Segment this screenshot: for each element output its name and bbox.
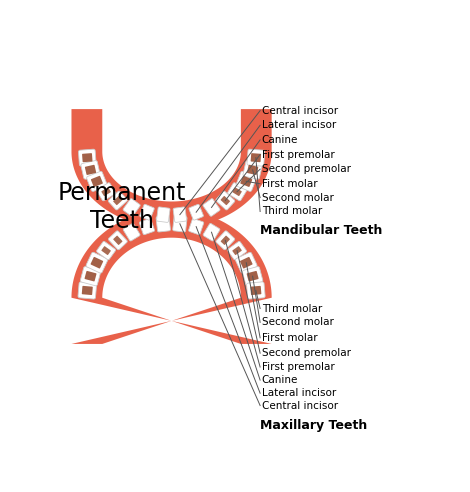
FancyBboxPatch shape	[240, 257, 252, 269]
FancyBboxPatch shape	[173, 207, 187, 222]
Text: First premolar: First premolar	[262, 362, 335, 372]
Text: Second molar: Second molar	[262, 193, 334, 203]
FancyBboxPatch shape	[232, 246, 242, 255]
FancyBboxPatch shape	[81, 160, 100, 179]
Text: First molar: First molar	[262, 333, 317, 343]
Text: Second premolar: Second premolar	[262, 348, 351, 358]
FancyBboxPatch shape	[102, 246, 111, 255]
FancyBboxPatch shape	[123, 223, 140, 241]
FancyBboxPatch shape	[227, 183, 246, 201]
FancyBboxPatch shape	[251, 286, 261, 295]
FancyBboxPatch shape	[108, 191, 127, 210]
FancyBboxPatch shape	[109, 231, 127, 250]
FancyBboxPatch shape	[203, 223, 220, 241]
Text: Maxillary Teeth: Maxillary Teeth	[260, 419, 368, 431]
FancyBboxPatch shape	[91, 257, 103, 269]
FancyBboxPatch shape	[220, 196, 230, 205]
FancyBboxPatch shape	[97, 183, 116, 201]
FancyBboxPatch shape	[243, 267, 263, 286]
FancyBboxPatch shape	[102, 187, 111, 196]
FancyBboxPatch shape	[247, 149, 265, 166]
FancyBboxPatch shape	[189, 204, 204, 220]
FancyBboxPatch shape	[240, 176, 252, 187]
Text: Second premolar: Second premolar	[262, 164, 351, 174]
Text: First premolar: First premolar	[262, 150, 335, 159]
FancyBboxPatch shape	[236, 171, 257, 191]
Text: Second molar: Second molar	[262, 317, 334, 327]
FancyBboxPatch shape	[156, 215, 171, 232]
FancyBboxPatch shape	[78, 282, 96, 299]
FancyBboxPatch shape	[247, 282, 265, 299]
FancyBboxPatch shape	[85, 271, 96, 281]
FancyBboxPatch shape	[251, 153, 261, 162]
Text: Central incisor: Central incisor	[262, 106, 338, 116]
FancyBboxPatch shape	[232, 187, 242, 196]
Text: Lateral incisor: Lateral incisor	[262, 120, 336, 130]
FancyBboxPatch shape	[91, 176, 103, 187]
FancyBboxPatch shape	[221, 236, 230, 245]
Text: Canine: Canine	[262, 375, 298, 385]
FancyBboxPatch shape	[113, 236, 123, 245]
FancyBboxPatch shape	[203, 199, 220, 216]
Text: Permanent
Teeth: Permanent Teeth	[57, 181, 186, 233]
FancyBboxPatch shape	[78, 149, 96, 166]
FancyBboxPatch shape	[227, 242, 247, 260]
Text: Central incisor: Central incisor	[262, 400, 338, 410]
FancyBboxPatch shape	[216, 231, 235, 250]
FancyBboxPatch shape	[216, 191, 235, 210]
FancyBboxPatch shape	[86, 171, 107, 191]
FancyBboxPatch shape	[97, 242, 116, 260]
Text: First molar: First molar	[262, 179, 317, 189]
FancyBboxPatch shape	[235, 252, 257, 273]
FancyBboxPatch shape	[113, 196, 123, 205]
FancyBboxPatch shape	[140, 218, 155, 235]
FancyBboxPatch shape	[82, 153, 93, 162]
FancyBboxPatch shape	[243, 160, 262, 179]
FancyBboxPatch shape	[157, 207, 170, 222]
FancyBboxPatch shape	[82, 286, 93, 295]
Text: Mandibular Teeth: Mandibular Teeth	[260, 224, 383, 237]
FancyBboxPatch shape	[80, 267, 101, 286]
FancyBboxPatch shape	[85, 165, 96, 175]
FancyBboxPatch shape	[140, 204, 154, 220]
Text: Lateral incisor: Lateral incisor	[262, 388, 336, 398]
FancyBboxPatch shape	[123, 199, 140, 216]
FancyBboxPatch shape	[188, 218, 204, 235]
FancyBboxPatch shape	[247, 165, 258, 175]
Text: Third molar: Third molar	[262, 304, 322, 313]
Polygon shape	[71, 109, 272, 228]
FancyBboxPatch shape	[172, 215, 187, 232]
Polygon shape	[71, 209, 272, 344]
FancyBboxPatch shape	[86, 252, 108, 273]
Text: Canine: Canine	[262, 135, 298, 145]
Text: Third molar: Third molar	[262, 207, 322, 216]
FancyBboxPatch shape	[247, 271, 258, 281]
